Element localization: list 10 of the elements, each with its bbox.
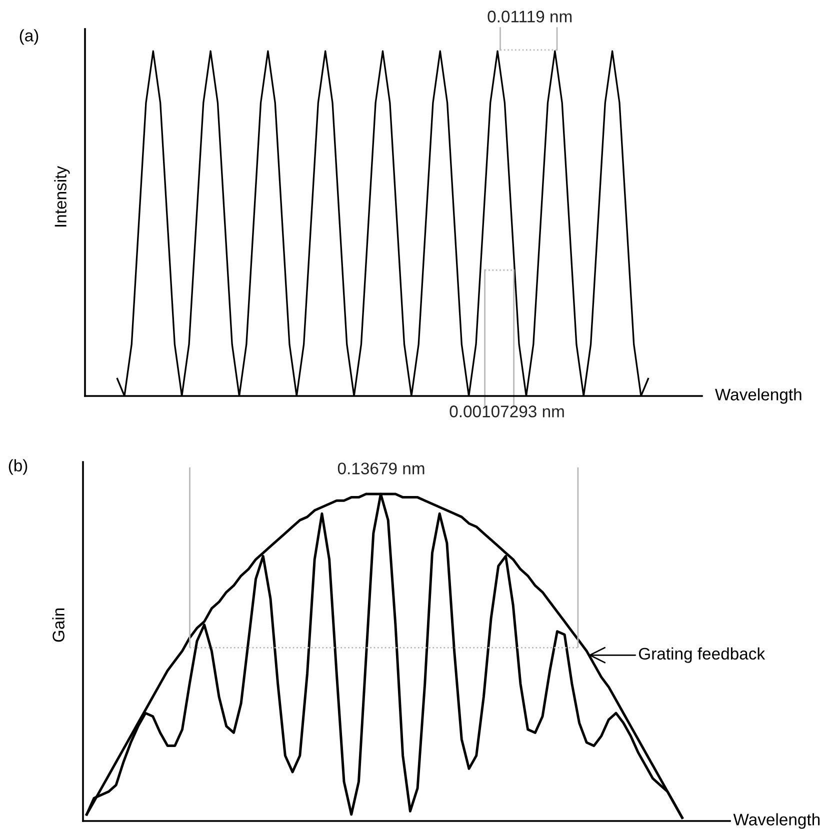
y-axis-title: Intensity	[54, 166, 70, 226]
x-axis-title: Wavelength	[733, 813, 820, 829]
text: 0.01119 nm	[488, 10, 572, 22]
chart-title: (a)	[20, 29, 38, 45]
legend-label: Grating feedback	[638, 647, 766, 663]
x-axis-title: Wavelength	[715, 388, 802, 404]
y-axis-title: Gain	[52, 608, 64, 642]
text: 0.13679 nm	[338, 462, 424, 474]
chart-title: (b)	[8, 459, 28, 475]
text: 0.00107293 nm	[450, 406, 564, 418]
